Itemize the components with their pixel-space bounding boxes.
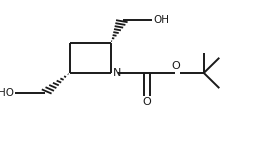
Text: N: N <box>113 68 122 78</box>
Text: O: O <box>171 61 180 71</box>
Text: OH: OH <box>154 15 170 25</box>
Text: O: O <box>143 97 151 107</box>
Text: HO: HO <box>0 88 14 98</box>
